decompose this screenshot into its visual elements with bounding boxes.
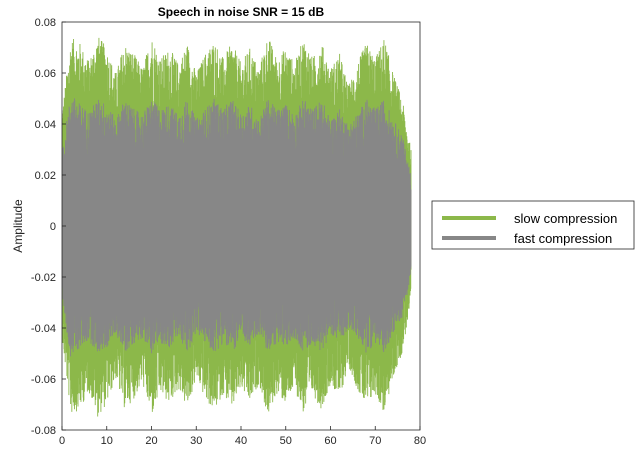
x-tick-label: 20: [145, 435, 157, 447]
x-tick-label: 60: [324, 435, 336, 447]
y-tick-label: 0.02: [35, 170, 56, 182]
x-tick-label: 70: [369, 435, 381, 447]
waveforms: [62, 37, 412, 417]
chart-title: Speech in noise SNR = 15 dB: [158, 5, 325, 19]
y-tick-label: -0.06: [31, 374, 56, 386]
x-tick-label: 50: [280, 435, 292, 447]
y-tick-label: 0.08: [35, 17, 56, 29]
legend-label-fast-compression: fast compression: [514, 231, 612, 246]
y-tick-label: -0.02: [31, 272, 56, 284]
y-tick-label: -0.04: [31, 323, 56, 335]
y-axis-ticks: 0.08 0.06 0.04 0.02 0 -0.02 -0.04 -0.06 -0.08: [31, 17, 66, 437]
x-tick-label: 10: [101, 435, 113, 447]
y-axis-label: Amplitude: [11, 199, 25, 253]
legend: slow compression fast compression: [431, 200, 635, 250]
series-fast-compression-line: [62, 98, 412, 357]
legend-box: [431, 200, 635, 250]
x-tick-label: 0: [59, 435, 65, 447]
x-axis-ticks: 0 10 20 30 40 50 60 70 80: [59, 426, 426, 447]
x-tick-label: 30: [190, 435, 202, 447]
legend-label-slow-compression: slow compression: [514, 211, 617, 226]
x-tick-label: 80: [414, 435, 426, 447]
y-tick-label: 0: [50, 221, 56, 233]
x-tick-label: 40: [235, 435, 247, 447]
y-tick-label: -0.08: [31, 425, 56, 437]
y-tick-label: 0.04: [35, 119, 56, 131]
y-tick-label: 0.06: [35, 68, 56, 80]
